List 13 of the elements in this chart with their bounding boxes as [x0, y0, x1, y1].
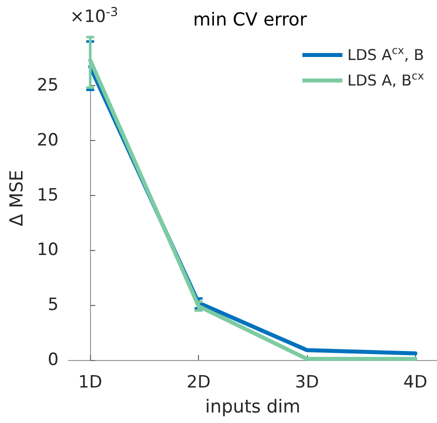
- y-tick-label: 20: [36, 130, 59, 150]
- x-axis-title: inputs dim: [205, 396, 300, 418]
- x-tick-label: 2D: [186, 372, 211, 392]
- y-tick-label: 15: [36, 185, 59, 206]
- y-tick-label: 25: [36, 75, 59, 96]
- y-axis-title: Δ MSE: [6, 170, 28, 226]
- x-tick-label: 1D: [78, 372, 102, 392]
- x-tick-label: 3D: [295, 372, 319, 392]
- chart-title: min CV error: [193, 10, 308, 30]
- y-tick-label: 5: [48, 295, 59, 316]
- x-tick-label: 4D: [403, 372, 428, 392]
- y-tick-label: 0: [48, 350, 59, 370]
- y-tick-label: 10: [36, 240, 59, 260]
